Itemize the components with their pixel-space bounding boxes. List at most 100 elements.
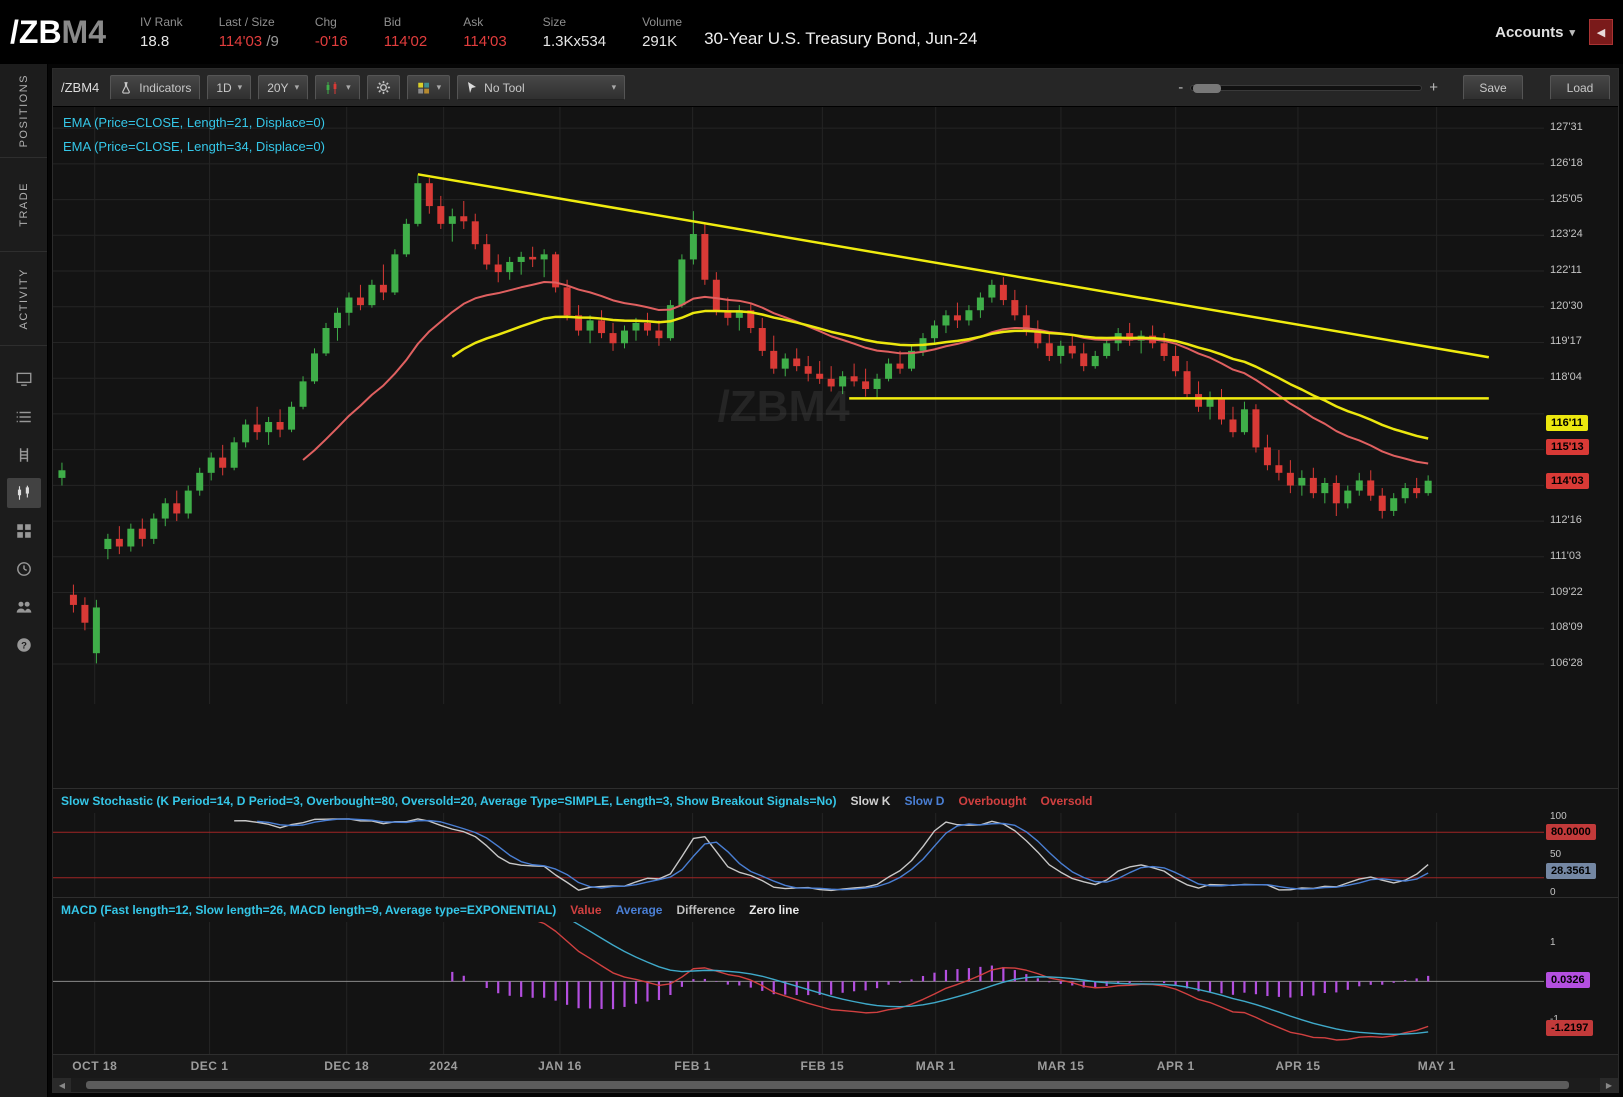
candle <box>759 328 766 351</box>
sidebar-tab-trade[interactable]: TRADE <box>0 158 47 252</box>
time-axis-label: APR 15 <box>1275 1059 1320 1073</box>
quote-stat-label: Size <box>543 15 566 29</box>
candle <box>1310 478 1317 493</box>
quote-stat-value: -0'16 <box>315 33 348 50</box>
arrow-left-icon: ◀ <box>59 1081 65 1090</box>
candle <box>311 353 318 381</box>
legend-item: Zero line <box>749 903 799 917</box>
candle <box>414 183 421 224</box>
community-icon[interactable] <box>7 592 41 622</box>
drawing-tools-dropdown[interactable]: ▾ <box>407 75 451 100</box>
time-axis-label: MAR 15 <box>1037 1059 1084 1073</box>
quote-stat-value: 1.3Kx534 <box>543 33 606 50</box>
chart-module: /ZBM4 Indicators 1D ▾ 20Y ▾ ▾ <box>52 68 1619 1093</box>
candle <box>782 359 789 369</box>
symbol-watermark: /ZBM4 <box>718 382 850 432</box>
help-icon[interactable]: ? <box>7 630 41 660</box>
candle <box>1229 419 1236 432</box>
candle <box>1425 481 1432 493</box>
price-axis-label: 119'17 <box>1550 335 1582 347</box>
price-axis-label: 125'05 <box>1550 193 1583 205</box>
price-axis-label: 111'03 <box>1550 550 1581 562</box>
candle <box>1172 356 1179 371</box>
price-chart-plot[interactable]: EMA (Price=CLOSE, Length=21, Displace=0)… <box>53 107 1544 788</box>
chevron-down-icon: ▾ <box>346 82 351 93</box>
price-axis-label: 127'31 <box>1550 121 1583 133</box>
time-axis: OCT 18DEC 1DEC 182024JAN 16FEB 1FEB 15MA… <box>53 1055 1544 1078</box>
studies-legend: EMA (Price=CLOSE, Length=21, Displace=0)… <box>63 115 325 163</box>
candle <box>173 503 180 513</box>
zoom-out-button[interactable]: - <box>1178 79 1183 96</box>
candle <box>897 364 904 369</box>
candle <box>770 351 777 369</box>
legend-item: Overbought <box>958 794 1026 808</box>
candle <box>162 503 169 518</box>
candle <box>1218 399 1225 419</box>
candle <box>483 244 490 264</box>
quote-stat-value: 114'02 <box>384 33 427 50</box>
candle <box>965 310 972 320</box>
timeframe-dropdown[interactable]: 1D ▾ <box>207 75 251 100</box>
scroll-right-button[interactable]: ▶ <box>1600 1078 1618 1092</box>
chart-type-dropdown[interactable]: ▾ <box>315 75 360 100</box>
load-button[interactable]: Load <box>1550 75 1610 100</box>
sidebar-tab-positions[interactable]: POSITIONS <box>0 64 47 158</box>
time-axis-label: MAY 1 <box>1418 1059 1456 1073</box>
candle <box>368 285 375 305</box>
candle <box>93 607 100 653</box>
scrollbar-track[interactable] <box>71 1078 1600 1092</box>
quote-stat-label: IV Rank <box>140 15 183 29</box>
quote-stat-label: Ask <box>463 15 483 29</box>
symbol-title: /ZBM4 <box>10 14 106 51</box>
save-button[interactable]: Save <box>1463 75 1523 100</box>
history-icon[interactable] <box>7 554 41 584</box>
quote-stat: Last / Size114'03 /9 <box>219 15 279 50</box>
chart-icon[interactable] <box>7 478 41 508</box>
candle <box>655 331 662 339</box>
candle <box>1161 343 1168 356</box>
scroll-left-button[interactable]: ◀ <box>53 1078 71 1092</box>
quote-stats: IV Rank18.8Last / Size114'03 /9Chg-0'16B… <box>140 15 682 50</box>
legend-item: Slow D <box>904 794 944 808</box>
zoom-slider-handle[interactable] <box>1193 84 1221 93</box>
quote-stat: Bid114'02 <box>384 15 427 50</box>
range-dropdown[interactable]: 20Y ▾ <box>258 75 308 100</box>
stochastic-axis-label: 50 <box>1550 849 1561 860</box>
candle <box>701 234 708 280</box>
ladder-icon[interactable] <box>7 440 41 470</box>
time-axis-label: MAR 1 <box>916 1059 956 1073</box>
zoom-slider[interactable] <box>1190 85 1422 91</box>
sidebar-tab-activity[interactable]: ACTIVITY <box>0 252 47 346</box>
stochastic-axis: 10050080.000028.3561 <box>1544 789 1618 897</box>
candle <box>1069 346 1076 354</box>
accounts-dropdown[interactable]: Accounts ▾ <box>1495 24 1575 41</box>
candle <box>1344 491 1351 504</box>
candle <box>208 458 215 473</box>
candle <box>1413 488 1420 493</box>
apps-grid-icon[interactable] <box>7 516 41 546</box>
time-axis-label: FEB 1 <box>674 1059 711 1073</box>
active-tool-dropdown[interactable]: No Tool ▾ <box>457 75 625 100</box>
zoom-in-button[interactable]: + <box>1429 79 1438 96</box>
watchlist-icon[interactable] <box>7 402 41 432</box>
candle <box>1046 343 1053 356</box>
candle <box>1356 480 1363 490</box>
legend-item: Average <box>616 903 663 917</box>
candle <box>977 298 984 311</box>
candle <box>874 379 881 389</box>
scrollbar-handle[interactable] <box>86 1081 1569 1089</box>
candle <box>1103 343 1110 356</box>
stochastic-label-row: Slow Stochastic (K Period=14, D Period=3… <box>53 789 1544 813</box>
quote-stat-label: Chg <box>315 15 337 29</box>
collapse-panel-button[interactable]: ◀ <box>1589 19 1613 45</box>
indicators-button[interactable]: Indicators <box>110 75 200 100</box>
candle <box>1252 409 1259 447</box>
monitor-icon[interactable] <box>7 364 41 394</box>
chevron-down-icon: ▾ <box>295 82 300 93</box>
candle <box>678 259 685 305</box>
chart-toolbar: /ZBM4 Indicators 1D ▾ 20Y ▾ ▾ <box>53 69 1618 107</box>
candle <box>587 320 594 330</box>
candle <box>805 366 812 374</box>
settings-gear-button[interactable] <box>367 75 400 100</box>
ema34-legend: EMA (Price=CLOSE, Length=34, Displace=0) <box>63 139 325 154</box>
